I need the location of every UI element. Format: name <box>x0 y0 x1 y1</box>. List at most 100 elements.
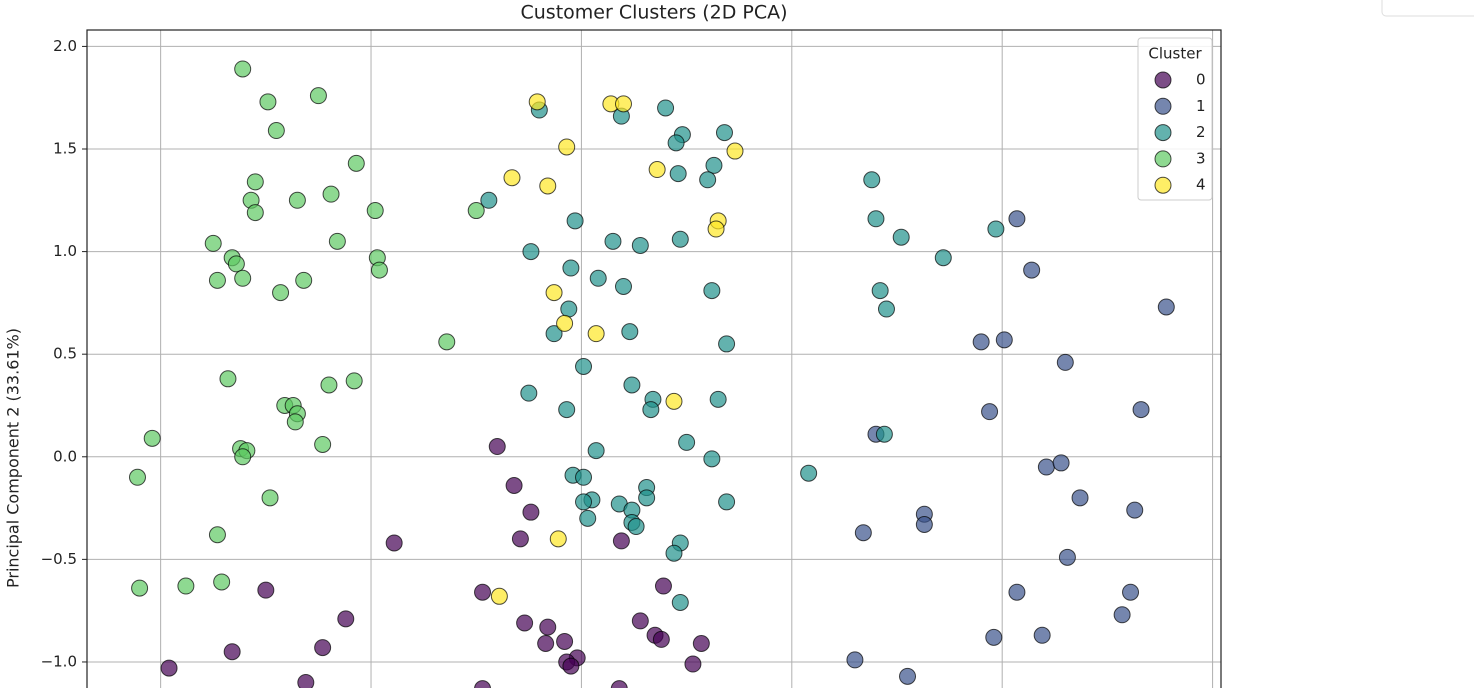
point <box>385 534 403 552</box>
point <box>707 220 725 238</box>
point <box>320 376 338 394</box>
legend-marker <box>1154 176 1172 194</box>
point <box>128 468 146 486</box>
chart-title: Customer Clusters (2D PCA) <box>520 2 787 24</box>
point <box>1113 606 1131 624</box>
point <box>286 413 304 431</box>
point <box>709 390 727 408</box>
point <box>490 587 508 605</box>
legend-label: 2 <box>1196 123 1206 141</box>
point <box>1008 210 1026 228</box>
point <box>143 429 161 447</box>
legend-marker <box>1154 124 1172 142</box>
point <box>522 503 540 521</box>
point <box>671 593 689 611</box>
legend-label: 4 <box>1196 176 1206 194</box>
y-tick-label: 2.0 <box>53 37 77 55</box>
point <box>871 282 889 300</box>
point <box>1023 261 1041 279</box>
point <box>575 493 593 511</box>
point <box>566 212 584 230</box>
point <box>522 243 540 261</box>
legend-label: 0 <box>1196 71 1206 89</box>
point <box>589 269 607 287</box>
point <box>699 171 717 189</box>
point <box>337 610 355 628</box>
point <box>223 643 241 661</box>
point <box>867 210 885 228</box>
point <box>309 87 327 105</box>
point <box>177 577 195 595</box>
point <box>558 138 576 156</box>
point <box>863 171 881 189</box>
y-tick-label: −0.5 <box>41 550 77 568</box>
point <box>665 392 683 410</box>
point <box>297 673 315 688</box>
point <box>669 165 687 183</box>
point <box>1132 401 1150 419</box>
point <box>703 282 721 300</box>
point <box>631 236 649 254</box>
point <box>614 277 632 295</box>
point <box>703 450 721 468</box>
point <box>438 333 456 351</box>
point <box>474 583 492 601</box>
toolbar[interactable] <box>1381 0 1474 17</box>
point <box>684 655 702 673</box>
legend-label: 1 <box>1196 97 1206 115</box>
point <box>671 230 689 248</box>
point <box>234 448 252 466</box>
point <box>480 191 498 209</box>
point <box>558 401 576 419</box>
point <box>715 124 733 142</box>
point <box>257 581 275 599</box>
point <box>846 651 864 669</box>
point <box>1037 458 1055 476</box>
point <box>1008 583 1026 601</box>
point <box>1056 353 1074 371</box>
point <box>579 509 597 527</box>
point <box>995 331 1013 349</box>
point <box>642 401 660 419</box>
point <box>539 618 557 636</box>
point <box>654 577 672 595</box>
point <box>516 614 534 632</box>
point <box>562 259 580 277</box>
point <box>520 384 538 402</box>
point <box>972 333 990 351</box>
point <box>160 659 178 677</box>
point <box>511 530 529 548</box>
point <box>562 657 580 675</box>
point <box>623 376 641 394</box>
point <box>347 154 365 172</box>
point <box>627 518 645 536</box>
point <box>1122 583 1140 601</box>
y-tick-label: 0.5 <box>53 345 77 363</box>
point <box>587 442 605 460</box>
point <box>503 169 521 187</box>
point <box>718 335 736 353</box>
point <box>328 232 346 250</box>
legend-marker <box>1154 97 1172 115</box>
point <box>667 134 685 152</box>
point <box>467 202 485 220</box>
point <box>213 573 231 591</box>
point <box>261 489 279 507</box>
point <box>246 204 264 222</box>
point <box>474 680 492 688</box>
point <box>246 173 264 191</box>
point <box>726 142 744 160</box>
point <box>575 358 593 375</box>
point <box>604 232 622 250</box>
point <box>234 269 252 287</box>
point <box>314 435 332 453</box>
point <box>539 177 557 195</box>
point <box>718 493 736 511</box>
point <box>934 249 952 267</box>
point <box>267 122 285 140</box>
point <box>560 300 578 318</box>
point <box>587 325 605 343</box>
point <box>610 680 628 688</box>
point <box>366 202 384 220</box>
